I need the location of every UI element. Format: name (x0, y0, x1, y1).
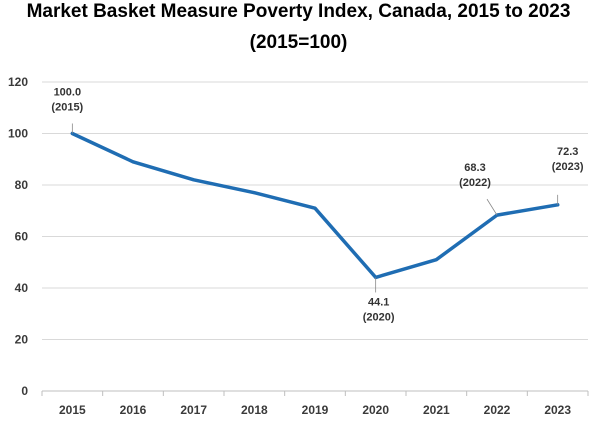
data-point (252, 191, 256, 195)
x-tick-label: 2023 (544, 403, 571, 417)
y-tick-label: 100 (8, 127, 28, 141)
data-label-value: 72.3 (557, 146, 578, 158)
annotation-leader (486, 198, 498, 216)
x-tick-label: 2018 (241, 403, 268, 417)
x-tick-label: 2020 (362, 403, 389, 417)
x-tick-label: 2022 (484, 403, 511, 417)
chart-title: Market Basket Measure Poverty Index, Can… (26, 1, 571, 22)
data-point (192, 178, 196, 182)
series-line (70, 131, 560, 280)
data-point (131, 160, 135, 164)
x-tick-label: 2016 (120, 403, 147, 417)
series-group (70, 131, 560, 280)
y-tick-label: 40 (15, 281, 29, 295)
data-label-value: 100.0 (54, 87, 82, 99)
data-point (313, 206, 317, 210)
data-label-year: (2015) (51, 102, 83, 114)
data-point (434, 258, 438, 262)
data-label-year: (2020) (363, 311, 395, 323)
gridlines (42, 81, 588, 340)
chart-subtitle: (2015=100) (249, 32, 348, 53)
data-label-year: (2022) (459, 177, 491, 189)
x-tick-label: 2015 (59, 403, 86, 417)
y-tick-label: 20 (15, 333, 29, 347)
y-tick-label: 60 (15, 230, 29, 244)
x-tick-label: 2017 (180, 403, 207, 417)
data-label-year: (2023) (552, 161, 584, 173)
y-tick-label: 80 (15, 178, 29, 192)
y-axis: 0 20 40 60 80 100 120 (8, 75, 28, 398)
x-tick-label: 2021 (423, 403, 450, 417)
y-tick-label: 120 (8, 75, 28, 89)
x-axis: 2015 2016 2017 2018 2019 2020 2021 2022 2023 (41, 390, 589, 417)
data-label-value: 44.1 (368, 296, 389, 308)
x-tick-label: 2019 (302, 403, 329, 417)
y-tick-label: 0 (21, 384, 28, 398)
annotations: 100.0 (2015) 44.1 (2020) 68.3 (2022) 72.3 (2023… (51, 87, 583, 324)
data-label-value: 68.3 (464, 162, 485, 174)
